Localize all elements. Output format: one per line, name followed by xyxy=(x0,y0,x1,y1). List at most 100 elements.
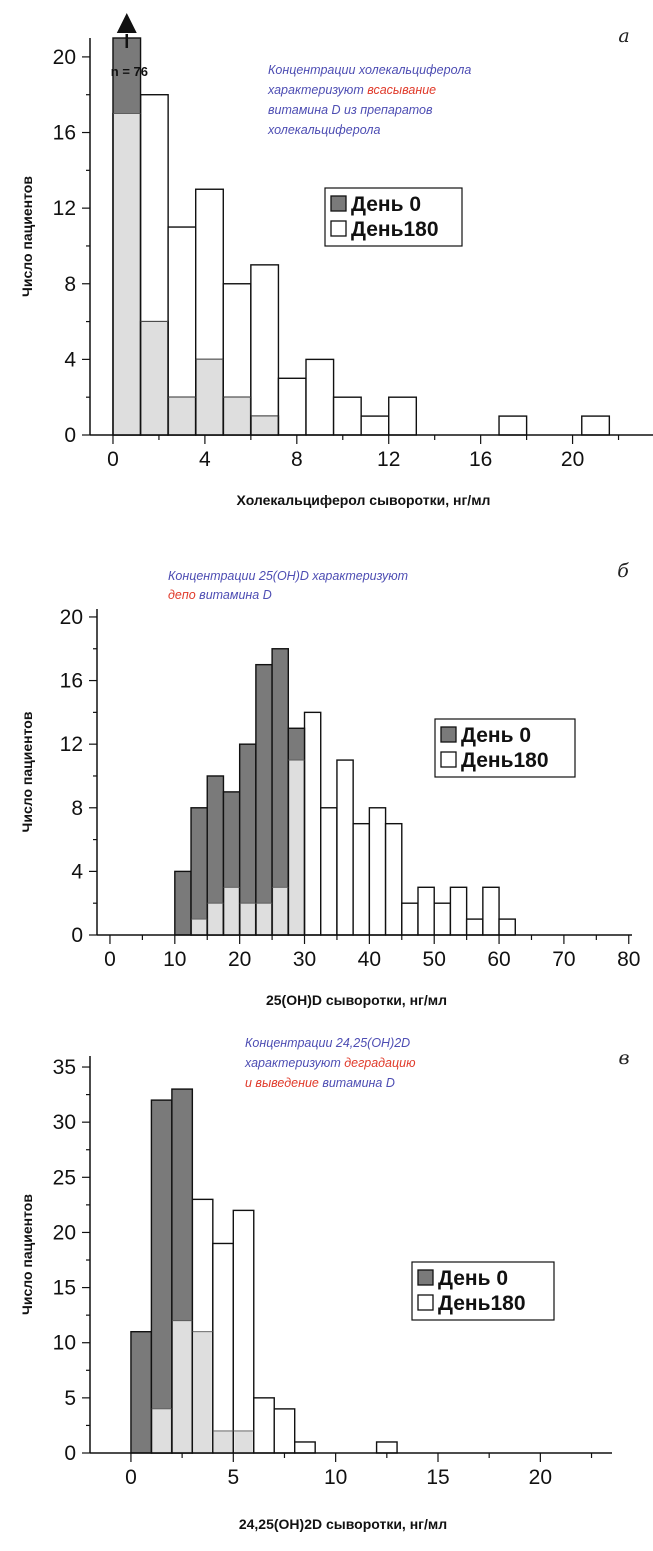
bar-day180 xyxy=(320,807,338,936)
annotation-segment: витамина D xyxy=(319,1076,395,1090)
x-tick-label: 50 xyxy=(423,948,446,971)
legend-label: День180 xyxy=(351,218,439,241)
n-label: n = 76 xyxy=(111,64,148,79)
legend-label: День 0 xyxy=(351,193,421,216)
y-tick-label: 4 xyxy=(64,348,76,371)
annotation-line: характеризуют деградацию xyxy=(244,1056,416,1070)
x-tick-label: 5 xyxy=(227,1466,239,1489)
bar-day180 xyxy=(294,1441,316,1454)
bar-day0 xyxy=(190,807,208,936)
y-tick-label: 15 xyxy=(53,1277,76,1300)
bar-overlap xyxy=(196,359,223,435)
y-tick-label: 8 xyxy=(71,797,83,820)
annotation-segment: характеризуют xyxy=(267,83,367,97)
annotation-line: Концентрации 25(OH)D характеризуют xyxy=(168,569,408,583)
legend-label: День180 xyxy=(438,1292,526,1315)
bar-overlap xyxy=(192,919,207,935)
x-tick-label: 0 xyxy=(107,448,119,471)
bar-overlap xyxy=(273,887,288,935)
x-tick-label: 30 xyxy=(293,948,316,971)
bar-day180 xyxy=(277,377,307,436)
annotation-segment: Концентрации холекальциферола xyxy=(268,63,471,77)
legend-box xyxy=(434,718,576,778)
y-tick-label: 16 xyxy=(53,122,76,145)
bar-day180 xyxy=(250,264,280,436)
bar-day180 xyxy=(375,1441,398,1454)
histogram-25ohd: 0 10 20 30 40 50 60 70 80 0 4 8 12 16 20 25(OH)D сыворо… xyxy=(19,560,640,1008)
y-axis-title: Число пациентов xyxy=(19,176,35,297)
x-tick-label: 40 xyxy=(358,948,381,971)
bar-overlap xyxy=(208,903,223,935)
bars xyxy=(174,648,516,936)
annotation-line: депо витамина D xyxy=(168,588,272,602)
y-tick-label: 0 xyxy=(71,924,83,947)
annotation-segment: Концентрации 25(OH)D характеризуют xyxy=(168,569,408,583)
x-axis-title: 25(OH)D сыворотки, нг/мл xyxy=(266,992,447,1008)
y-tick-label: 8 xyxy=(64,273,76,296)
y-axis-title: Число пациентов xyxy=(19,1194,35,1315)
bar-overlap xyxy=(213,1430,233,1453)
annotation-line: Концентрации холекальциферола xyxy=(268,63,471,77)
legend-swatch-day0 xyxy=(417,1269,434,1286)
bar-day180 xyxy=(232,1209,255,1454)
bar-overlap xyxy=(141,321,168,435)
bar-day180 xyxy=(273,1408,296,1454)
x-tick-label: 20 xyxy=(228,948,251,971)
bar-day180 xyxy=(498,415,528,436)
annotation-segment: холекальциферола xyxy=(267,123,380,137)
annotation-segment: деградацию xyxy=(344,1056,416,1070)
y-tick-label: 20 xyxy=(53,1221,76,1244)
annotation-segment: витамина D xyxy=(196,588,272,602)
x-tick-label: 8 xyxy=(291,448,303,471)
bar-day0 xyxy=(174,870,192,936)
histogram-cholecalciferol: 0 4 8 12 16 20 0 4 8 12 16 20 Холекальциферол сыворо… xyxy=(19,13,653,508)
bar-overlap xyxy=(169,397,195,435)
bar-day180 xyxy=(401,902,419,936)
x-tick-label: 16 xyxy=(469,448,492,471)
x-tick-label: 10 xyxy=(163,948,186,971)
legend-swatch-day180 xyxy=(440,751,457,768)
legend-swatch-day0 xyxy=(330,195,347,212)
x-tick-label: 0 xyxy=(104,948,116,971)
bar-overlap xyxy=(256,903,272,935)
annotation-segment: и выведение xyxy=(245,1076,319,1090)
bar-day0 xyxy=(150,1099,173,1454)
annotation-segment: характеризуют xyxy=(244,1056,344,1070)
bar-overlap xyxy=(193,1331,212,1453)
overflow-arrow-head xyxy=(116,13,137,33)
x-tick-label: 4 xyxy=(199,448,211,471)
bars xyxy=(130,1088,398,1454)
y-tick-label: 20 xyxy=(60,606,83,629)
bar-day180 xyxy=(352,822,371,936)
y-tick-label: 25 xyxy=(53,1166,76,1189)
legend-label: День180 xyxy=(461,749,549,772)
y-tick-label: 30 xyxy=(53,1111,76,1134)
bar-overlap xyxy=(113,113,140,435)
y-tick-label: 16 xyxy=(60,670,83,693)
annotation-segment: Концентрации 24,25(OH)2D xyxy=(245,1036,410,1050)
bar-day180 xyxy=(417,886,435,936)
annotation: Концентрации 25(OH)D характеризуют депо в… xyxy=(168,569,408,602)
bar-overlap xyxy=(224,397,250,435)
x-tick-label: 80 xyxy=(617,948,640,971)
y-tick-label: 4 xyxy=(71,860,83,883)
x-tick-label: 12 xyxy=(377,448,400,471)
x-tick-label: 0 xyxy=(125,1466,137,1489)
annotation-line: и выведение витамина D xyxy=(245,1076,395,1090)
bar-overlap xyxy=(251,416,278,435)
legend-swatch-day0 xyxy=(440,726,457,743)
legend-label: День 0 xyxy=(461,724,531,747)
y-tick-label: 20 xyxy=(53,46,76,69)
bar-day180 xyxy=(336,759,354,936)
bar-day180 xyxy=(332,396,362,436)
x-tick-label: 70 xyxy=(552,948,575,971)
annotation-line: характеризуют всасывание xyxy=(267,83,436,97)
x-tick-label: 15 xyxy=(426,1466,449,1489)
bar-day180 xyxy=(388,396,418,436)
annotation-line: витамина D из препаратов xyxy=(268,103,433,117)
x-tick-label: 10 xyxy=(324,1466,347,1489)
legend-box xyxy=(411,1261,555,1321)
annotation-line: Концентрации 24,25(OH)2D xyxy=(245,1036,410,1050)
